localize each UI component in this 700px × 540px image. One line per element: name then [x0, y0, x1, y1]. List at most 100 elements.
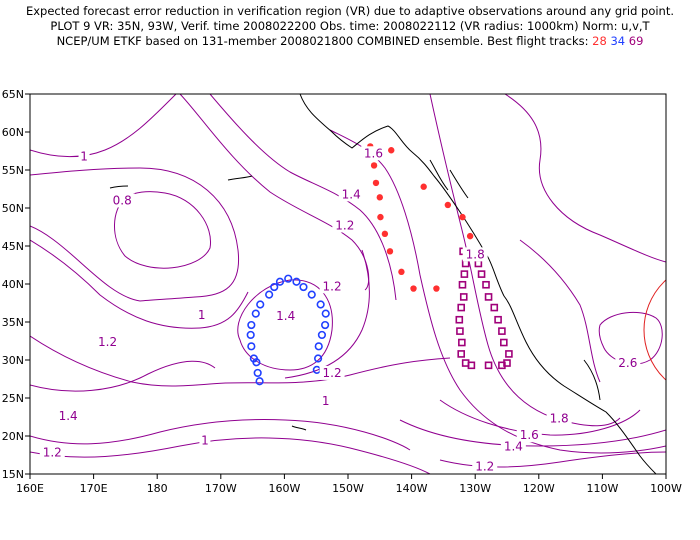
contour-line [30, 437, 431, 474]
contour-label-bg [109, 193, 135, 208]
flight-track-69 [455, 247, 513, 370]
contour-label-bg [360, 146, 386, 161]
track-34-point [307, 290, 316, 299]
baja-coast [583, 359, 601, 401]
track-28-point [388, 147, 395, 154]
track-69-point [505, 350, 513, 358]
lon-tick-label: 110W [586, 482, 618, 495]
contour-label: 1.4 [504, 440, 523, 454]
track-34-point [255, 377, 264, 386]
contour-line [114, 191, 212, 269]
track-69-point [461, 259, 470, 268]
lon-tick-label: 170E [80, 482, 108, 495]
contour-label: 1.2 [323, 279, 342, 293]
contour-label-bg [196, 308, 208, 323]
contour-line [399, 419, 666, 447]
track-69-point [482, 280, 490, 289]
flight-track-28 [367, 143, 480, 292]
track-34-point [265, 290, 274, 299]
track-69-point [477, 270, 486, 278]
contour-line [598, 311, 663, 365]
aleutian-coast [227, 175, 253, 181]
lon-tick-label: 140W [396, 482, 428, 495]
title-line-2: PLOT 9 VR: 35N, 93W, Verif. time 2008022… [50, 19, 650, 33]
contour-label-bg [273, 308, 299, 323]
contour-label: 1.2 [335, 218, 354, 232]
track-34-legend: 34 [610, 34, 626, 48]
lon-tick-label: 100W [650, 482, 682, 495]
contour-label: 1 [80, 149, 88, 163]
contour-label-bg [78, 149, 90, 164]
contour-label: 1.4 [342, 187, 361, 201]
track-69-point [500, 338, 508, 347]
track-34-point [321, 309, 330, 318]
contour-label-bg [332, 218, 358, 233]
track-69-point [457, 350, 466, 358]
track-69-point [494, 315, 502, 324]
track-34-point [314, 354, 323, 363]
track-69-point [458, 338, 466, 347]
contour-line [30, 419, 411, 451]
track-69-point [484, 361, 493, 370]
lat-tick-label: 30N [2, 354, 24, 367]
contour-label-bg [319, 279, 345, 294]
track-34-point [252, 358, 261, 367]
track-69-point [474, 259, 483, 268]
contour-label-bg [55, 409, 81, 424]
contour-label: 2.6 [618, 356, 637, 370]
track-28-point [370, 162, 378, 169]
contour-line [30, 94, 177, 158]
track-34-point [247, 342, 256, 351]
verification-region-circle [643, 279, 666, 381]
track-34-point [317, 330, 327, 340]
contour-label: 1.6 [520, 428, 539, 442]
contour-lines [30, 94, 666, 474]
contour-label: 1.8 [466, 247, 485, 261]
track-69-point [459, 293, 468, 301]
track-34-point [256, 300, 265, 309]
contour-line [237, 279, 333, 371]
track-34-point [251, 309, 260, 318]
contour-line [30, 335, 451, 387]
track-28-point [444, 201, 452, 209]
lat-tick-label: 40N [2, 278, 24, 291]
contour-line [30, 167, 240, 302]
track-34-point [275, 277, 285, 286]
track-28-point [377, 213, 384, 221]
lat-tick-label: 25N [2, 392, 24, 405]
contour-line [30, 239, 249, 329]
lat-tick-label: 60N [2, 126, 24, 139]
track-34-point [292, 277, 301, 286]
track-34-point [253, 368, 262, 378]
track-28-point [466, 232, 474, 240]
bc-island [449, 169, 469, 199]
flight-track-34 [246, 274, 330, 386]
track-34-point [299, 282, 308, 292]
lon-tick-label: 170W [205, 482, 237, 495]
track-28-point [410, 285, 417, 292]
track-28-point [376, 194, 383, 201]
contour-label: 1.2 [43, 446, 62, 460]
contour-label-bg [500, 439, 526, 454]
track-28-point [420, 183, 427, 190]
lat-tick-label: 20N [2, 430, 24, 443]
track-69-point [498, 361, 506, 370]
title-line-1: Expected forecast error reduction in ver… [25, 4, 675, 18]
contour-label-bg [320, 394, 332, 409]
axis-ticks: 160E 170E 180 170W 160W 150W 140W 130W 120W 110W 1… [2, 88, 682, 495]
contour-label-bg [39, 445, 65, 460]
contour-label-bg [516, 428, 542, 443]
track-69-point [484, 293, 493, 301]
contour-line [429, 94, 621, 427]
track-69-point [458, 280, 467, 289]
contour-label-bg [95, 334, 121, 349]
track-69-point [498, 327, 506, 335]
track-28-point [459, 213, 466, 221]
contour-line [30, 360, 216, 392]
contour-label-bg [615, 356, 641, 371]
contour-label-bg [319, 365, 345, 380]
contour-label-bg [462, 247, 488, 262]
contour-label: 0.8 [113, 193, 132, 207]
title-line-3: NCEP/UM ETKF based on 131-member 2008021… [0, 34, 700, 48]
